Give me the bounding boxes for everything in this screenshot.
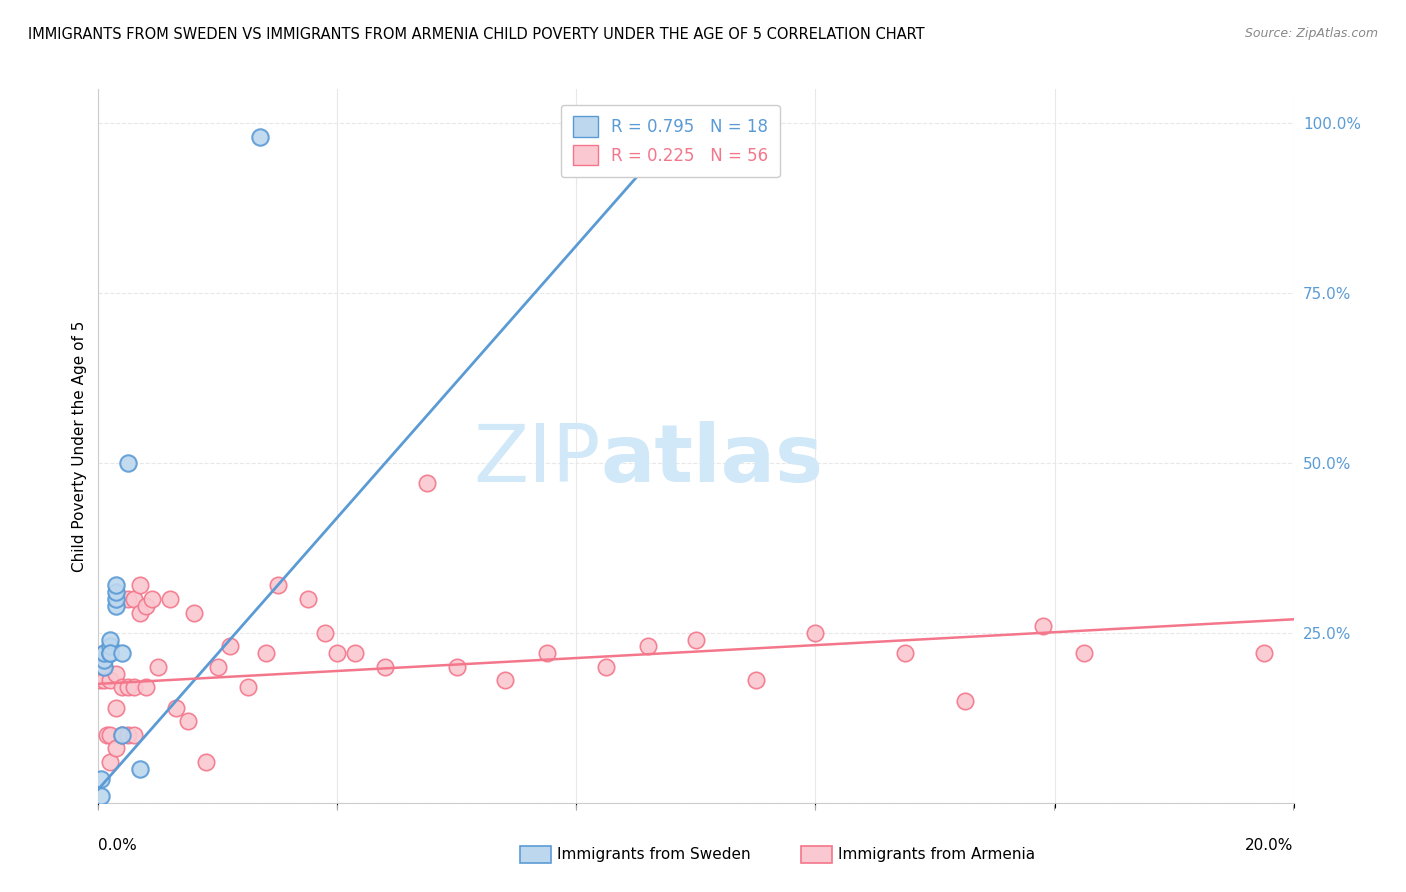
Point [105, 591, 128, 606]
Point [89, 673, 111, 688]
Point [183, 606, 205, 620]
Point [219, 640, 242, 654]
Point [446, 660, 468, 674]
Point [105, 599, 128, 613]
Point [93, 653, 115, 667]
Point [100, 646, 122, 660]
Point [254, 646, 277, 660]
Point [207, 660, 229, 674]
Point [141, 591, 163, 606]
Point [135, 680, 157, 694]
Point [195, 755, 218, 769]
Point [135, 599, 157, 613]
Point [105, 585, 128, 599]
Point [165, 700, 187, 714]
Point [953, 694, 976, 708]
Point [1073, 646, 1095, 660]
Point [595, 660, 617, 674]
Point [100, 673, 122, 688]
Point [100, 728, 122, 742]
Point [374, 660, 396, 674]
Point [117, 591, 139, 606]
Point [105, 666, 128, 681]
Point [159, 591, 181, 606]
Text: Source: ZipAtlas.com: Source: ZipAtlas.com [1244, 27, 1378, 40]
Point [100, 755, 122, 769]
Point [117, 680, 139, 694]
Point [177, 714, 200, 729]
Point [129, 578, 152, 592]
Point [804, 626, 827, 640]
Point [326, 646, 349, 660]
Point [105, 700, 128, 714]
Y-axis label: Child Poverty Under the Age of 5: Child Poverty Under the Age of 5 [72, 320, 87, 572]
Point [96, 728, 118, 742]
Point [236, 680, 259, 694]
Point [129, 762, 152, 776]
Text: 0.0%: 0.0% [98, 838, 138, 854]
Text: Immigrants from Sweden: Immigrants from Sweden [557, 847, 751, 862]
Point [111, 646, 134, 660]
Point [105, 741, 128, 756]
Point [105, 578, 128, 592]
Point [90, 789, 112, 803]
Point [494, 673, 516, 688]
Point [129, 606, 152, 620]
Point [117, 728, 139, 742]
Point [1253, 646, 1275, 660]
Point [93, 660, 115, 674]
Point [111, 728, 134, 742]
Point [315, 626, 337, 640]
Point [249, 129, 271, 144]
Point [93, 660, 115, 674]
Point [117, 456, 139, 470]
Text: Immigrants from Armenia: Immigrants from Armenia [838, 847, 1035, 862]
Point [90, 772, 112, 786]
Point [1032, 619, 1054, 633]
Text: IMMIGRANTS FROM SWEDEN VS IMMIGRANTS FROM ARMENIA CHILD POVERTY UNDER THE AGE OF: IMMIGRANTS FROM SWEDEN VS IMMIGRANTS FRO… [28, 27, 925, 42]
Point [124, 728, 146, 742]
Point [111, 680, 134, 694]
Text: atlas: atlas [600, 421, 824, 500]
Point [297, 591, 319, 606]
Point [100, 646, 122, 660]
Point [637, 640, 659, 654]
Point [745, 673, 768, 688]
Point [536, 646, 558, 660]
Point [148, 660, 170, 674]
Point [894, 646, 917, 660]
Point [416, 476, 439, 491]
Point [100, 640, 122, 654]
Point [91, 666, 114, 681]
Point [93, 646, 115, 660]
Point [685, 632, 707, 647]
Point [93, 673, 115, 688]
Point [90, 660, 112, 674]
Point [267, 578, 290, 592]
Text: ZIP: ZIP [472, 421, 600, 500]
Text: 20.0%: 20.0% [1246, 838, 1294, 854]
Point [124, 591, 146, 606]
Point [93, 646, 115, 660]
Point [344, 646, 367, 660]
Point [111, 728, 134, 742]
Point [100, 632, 122, 647]
Legend: R = 0.795   N = 18, R = 0.225   N = 56: R = 0.795 N = 18, R = 0.225 N = 56 [561, 104, 780, 177]
Point [124, 680, 146, 694]
